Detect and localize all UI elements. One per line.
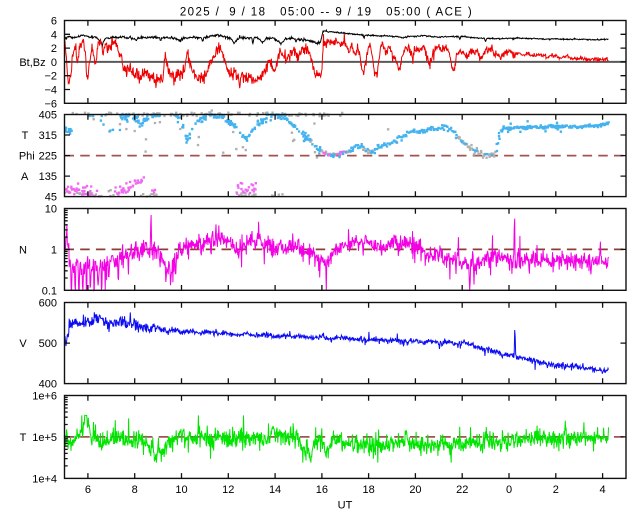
- svg-text:0: 0: [51, 57, 57, 69]
- svg-text:6: 6: [85, 484, 91, 496]
- svg-text:16: 16: [316, 484, 328, 496]
- svg-text:10: 10: [175, 484, 187, 496]
- svg-text:1e+4: 1e+4: [32, 473, 57, 485]
- svg-text:4: 4: [600, 484, 606, 496]
- svg-text:4: 4: [51, 29, 57, 41]
- svg-text:2: 2: [51, 43, 57, 55]
- svg-text:12: 12: [222, 484, 234, 496]
- svg-text:315: 315: [39, 130, 57, 142]
- svg-text:8: 8: [132, 484, 138, 496]
- svg-text:Bt,Bz: Bt,Bz: [19, 57, 45, 69]
- svg-text:T: T: [20, 432, 27, 444]
- svg-text:45: 45: [45, 192, 57, 204]
- svg-text:Phi: Phi: [19, 151, 35, 163]
- svg-text:600: 600: [39, 298, 57, 310]
- svg-text:2025 / 9 / 18 05:00 -- 9 /: 2025 / 9 / 18 05:00 -- 9 / 19 05:00 ( AC…: [180, 7, 473, 19]
- svg-text:−6: −6: [44, 98, 57, 110]
- svg-text:405: 405: [39, 110, 57, 122]
- svg-text:10: 10: [45, 204, 57, 216]
- svg-text:V: V: [19, 338, 27, 350]
- svg-text:−4: −4: [44, 85, 57, 97]
- svg-text:135: 135: [39, 171, 57, 183]
- svg-text:6: 6: [51, 16, 57, 28]
- svg-text:2: 2: [553, 484, 559, 496]
- svg-text:−2: −2: [44, 71, 57, 83]
- svg-text:22: 22: [456, 484, 468, 496]
- svg-text:UT: UT: [338, 500, 353, 512]
- svg-text:T: T: [22, 130, 29, 142]
- svg-text:1: 1: [51, 244, 57, 256]
- svg-text:1e+5: 1e+5: [32, 432, 57, 444]
- svg-text:20: 20: [409, 484, 421, 496]
- svg-text:A: A: [21, 171, 29, 183]
- svg-text:N: N: [19, 244, 27, 256]
- svg-text:18: 18: [363, 484, 375, 496]
- svg-text:500: 500: [39, 338, 57, 350]
- svg-text:0.1: 0.1: [42, 285, 57, 297]
- svg-text:0: 0: [506, 484, 512, 496]
- svg-text:1e+6: 1e+6: [32, 391, 57, 403]
- svg-text:14: 14: [269, 484, 281, 496]
- svg-text:225: 225: [39, 151, 57, 163]
- svg-text:400: 400: [39, 379, 57, 391]
